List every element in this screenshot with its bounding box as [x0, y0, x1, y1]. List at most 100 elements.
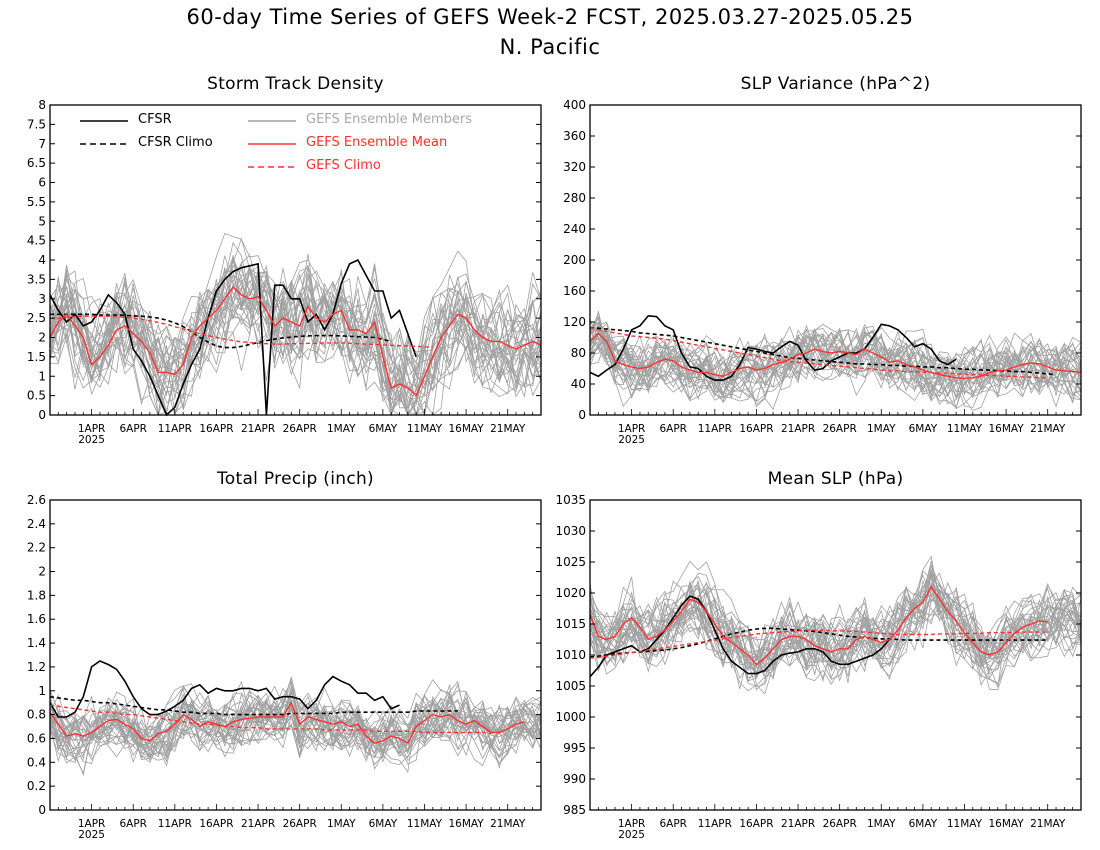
x-tick-label: 26APR	[823, 423, 857, 435]
series-cfsr-climo	[589, 627, 1048, 658]
y-tick-label: 1015	[555, 617, 586, 631]
member-line	[49, 688, 542, 774]
member-line	[49, 700, 542, 764]
x-tick-label: 6MAY	[909, 423, 938, 435]
series-gefs-climo	[50, 315, 433, 348]
y-tick-label: 0	[38, 408, 46, 422]
member-line	[589, 584, 1082, 685]
panel-title-slp-variance: SLP Variance (hPa^2)	[740, 74, 931, 94]
member-line	[49, 268, 542, 416]
y-tick-label: 40	[571, 377, 586, 391]
member-line	[589, 564, 1082, 673]
y-tick-label: 0.6	[27, 731, 46, 745]
member-line	[49, 255, 542, 415]
series-gefs-ensemble-mean	[589, 585, 1048, 666]
x-tick-label: 16MAY	[449, 818, 485, 830]
x-tick-label: 26APR	[283, 818, 317, 830]
x-tick-label: 1APR	[618, 818, 646, 830]
member-line	[49, 265, 542, 416]
y-tick-label: 0	[578, 408, 586, 422]
y-tick-label: 1.8	[27, 588, 46, 602]
y-tick-label: 2	[38, 331, 46, 345]
y-tick-label: 1	[38, 369, 46, 383]
panel-2: 0 0.2 0.4 0.6 0.8 1 1.2 1.4 1.6 1.8 2 2.2 2.4 2.6 1APR…	[27, 493, 542, 841]
y-tick-label: 4	[38, 253, 46, 267]
x-tick-label: 6MAY	[909, 818, 938, 830]
x-tick-label: 1APR	[618, 423, 646, 435]
y-tick-label: 0.8	[27, 708, 46, 722]
y-tick-label: 1025	[555, 555, 586, 569]
member-line	[589, 569, 1082, 678]
x-tick-label: 6APR	[659, 423, 687, 435]
y-tick-label: 7	[38, 137, 46, 151]
legend-gefs-climo-label: GEFS Climo	[306, 158, 381, 173]
series-cfsr	[49, 258, 417, 417]
legend-cfsr-climo-label: CFSR Climo	[138, 135, 213, 150]
x-tick-label: 11APR	[158, 818, 192, 830]
x-tick-label: 1APR	[78, 818, 106, 830]
x-tick-label: 11MAY	[947, 818, 983, 830]
y-tick-label: 80	[571, 346, 586, 360]
y-tick-label: 1030	[555, 524, 586, 538]
member-line	[589, 311, 1082, 405]
x-tick-label: 1MAY	[327, 818, 356, 830]
x-tick-label: 2025	[618, 829, 645, 841]
member-line	[49, 266, 542, 409]
x-tick-label: 21APR	[781, 818, 815, 830]
member-line	[49, 703, 542, 752]
y-tick-label: 1010	[555, 648, 586, 662]
y-tick-label: 160	[563, 284, 586, 298]
y-tick-label: 1035	[555, 493, 586, 507]
x-tick-label: 11MAY	[947, 423, 983, 435]
x-tick-label: 16APR	[199, 818, 233, 830]
x-tick-label: 16APR	[739, 818, 773, 830]
x-tick-label: 11MAY	[407, 423, 443, 435]
series-cfsr-climo	[50, 313, 392, 349]
plot-frame	[589, 499, 1082, 811]
figure-subtitle: N. Pacific	[499, 35, 601, 59]
y-tick-label: 5	[38, 214, 46, 228]
x-tick-label: 21APR	[241, 818, 275, 830]
x-tick-label: 11MAY	[407, 818, 443, 830]
y-tick-label: 1005	[555, 679, 586, 693]
member-line	[589, 327, 1082, 390]
y-tick-label: 6	[38, 176, 46, 190]
x-tick-label: 11APR	[698, 423, 732, 435]
x-tick-label: 6APR	[119, 423, 147, 435]
y-tick-label: 2.6	[27, 493, 46, 507]
member-line	[589, 319, 1082, 401]
series-cfsr	[49, 660, 400, 718]
member-line	[589, 321, 1082, 398]
series-gefs-ensemble-mean	[589, 332, 1082, 380]
member-line	[589, 328, 1082, 410]
member-line	[589, 583, 1082, 685]
series-gefs-climo	[589, 629, 1048, 659]
x-tick-label: 1MAY	[327, 423, 356, 435]
member-line	[49, 678, 542, 761]
y-tick-label: 6.5	[27, 156, 46, 170]
x-tick-label: 11APR	[158, 423, 192, 435]
x-tick-label: 2025	[78, 829, 105, 841]
y-tick-label: 995	[563, 741, 586, 755]
series-gefs-climo	[589, 327, 1048, 379]
y-tick-label: 1000	[555, 710, 586, 724]
y-tick-label: 2	[38, 565, 46, 579]
x-tick-label: 2025	[78, 434, 105, 446]
member-line	[49, 268, 542, 409]
x-tick-label: 16MAY	[989, 818, 1025, 830]
x-tick-label: 21APR	[781, 423, 815, 435]
member-line	[589, 321, 1082, 396]
member-line	[589, 570, 1082, 691]
x-tick-label: 16APR	[199, 423, 233, 435]
panel-title-total-precip: Total Precip (inch)	[217, 469, 374, 489]
series-cfsr-climo	[49, 695, 458, 716]
x-tick-label: 16APR	[739, 423, 773, 435]
y-tick-label: 7.5	[27, 117, 46, 131]
plot-frame	[49, 499, 542, 811]
member-line	[49, 692, 542, 758]
x-tick-label: 11APR	[698, 818, 732, 830]
member-line	[589, 570, 1082, 688]
y-tick-label: 4.5	[27, 234, 46, 248]
x-tick-label: 6MAY	[369, 423, 398, 435]
